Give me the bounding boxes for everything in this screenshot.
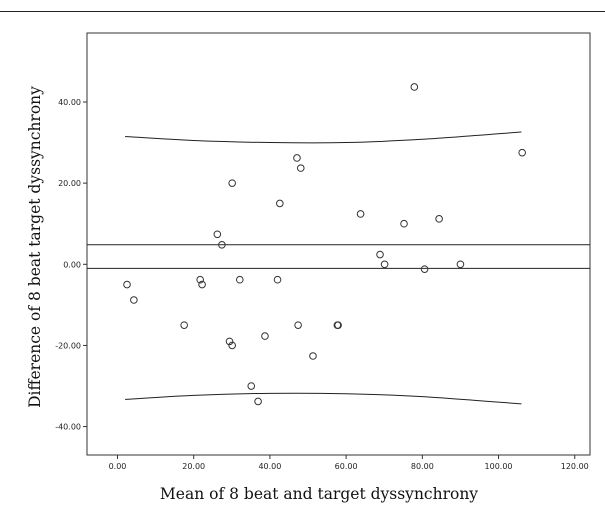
data-point	[198, 280, 206, 289]
data-point	[293, 154, 301, 162]
lines-layer	[87, 131, 590, 405]
y-tick-label: 0.00	[63, 260, 81, 269]
data-point	[254, 397, 262, 406]
limit-curve-lower	[125, 392, 522, 405]
y-tick-label: 40.00	[58, 98, 81, 107]
data-point	[380, 260, 389, 269]
data-point	[309, 352, 317, 360]
data-point	[410, 83, 419, 91]
limit-curve-upper	[125, 131, 522, 144]
data-point	[400, 219, 408, 228]
data-point	[196, 275, 204, 284]
data-point	[213, 230, 222, 239]
data-point	[296, 164, 305, 172]
x-tick-label: 100.00	[485, 462, 513, 471]
data-point	[376, 250, 384, 259]
data-point	[247, 382, 256, 390]
x-tick-label: 40.00	[258, 462, 281, 471]
data-point	[123, 280, 131, 289]
points-layer	[123, 83, 526, 406]
data-point	[273, 275, 282, 284]
data-point	[228, 179, 236, 187]
x-tick-label: 80.00	[411, 462, 434, 471]
x-tick-label: 20.00	[182, 462, 205, 471]
y-tick-label: -20.00	[55, 341, 81, 350]
plot-area	[86, 32, 591, 456]
y-axis-title: Difference of 8 beat target dyssynchrony	[26, 86, 44, 408]
y-tick-label: 20.00	[58, 179, 81, 188]
data-point	[435, 215, 443, 223]
x-tick-label: 60.00	[335, 462, 358, 471]
y-axis-ticks: -40.00 -20.00 0.00 20.00 40.00	[55, 98, 87, 432]
data-point	[180, 321, 188, 329]
data-point	[294, 321, 302, 329]
x-axis-title: Mean of 8 beat and target dyssynchrony	[160, 485, 478, 503]
data-point	[130, 296, 138, 304]
data-point	[261, 332, 269, 340]
y-tick-label: -40.00	[55, 423, 81, 432]
x-tick-label: 120.00	[561, 462, 589, 471]
data-point	[276, 199, 284, 208]
top-rule	[0, 11, 605, 12]
x-axis-ticks: 0.00 20.00 40.00 60.00 80.00 100.00 120.00	[109, 455, 589, 471]
data-point	[228, 341, 236, 350]
x-tick-label: 0.00	[109, 462, 127, 471]
data-point	[334, 321, 342, 329]
data-point	[356, 210, 365, 218]
data-point	[218, 241, 226, 249]
data-point	[518, 148, 526, 157]
data-point	[225, 337, 234, 346]
data-point	[236, 275, 244, 284]
data-point	[456, 260, 465, 269]
data-point	[420, 265, 429, 273]
